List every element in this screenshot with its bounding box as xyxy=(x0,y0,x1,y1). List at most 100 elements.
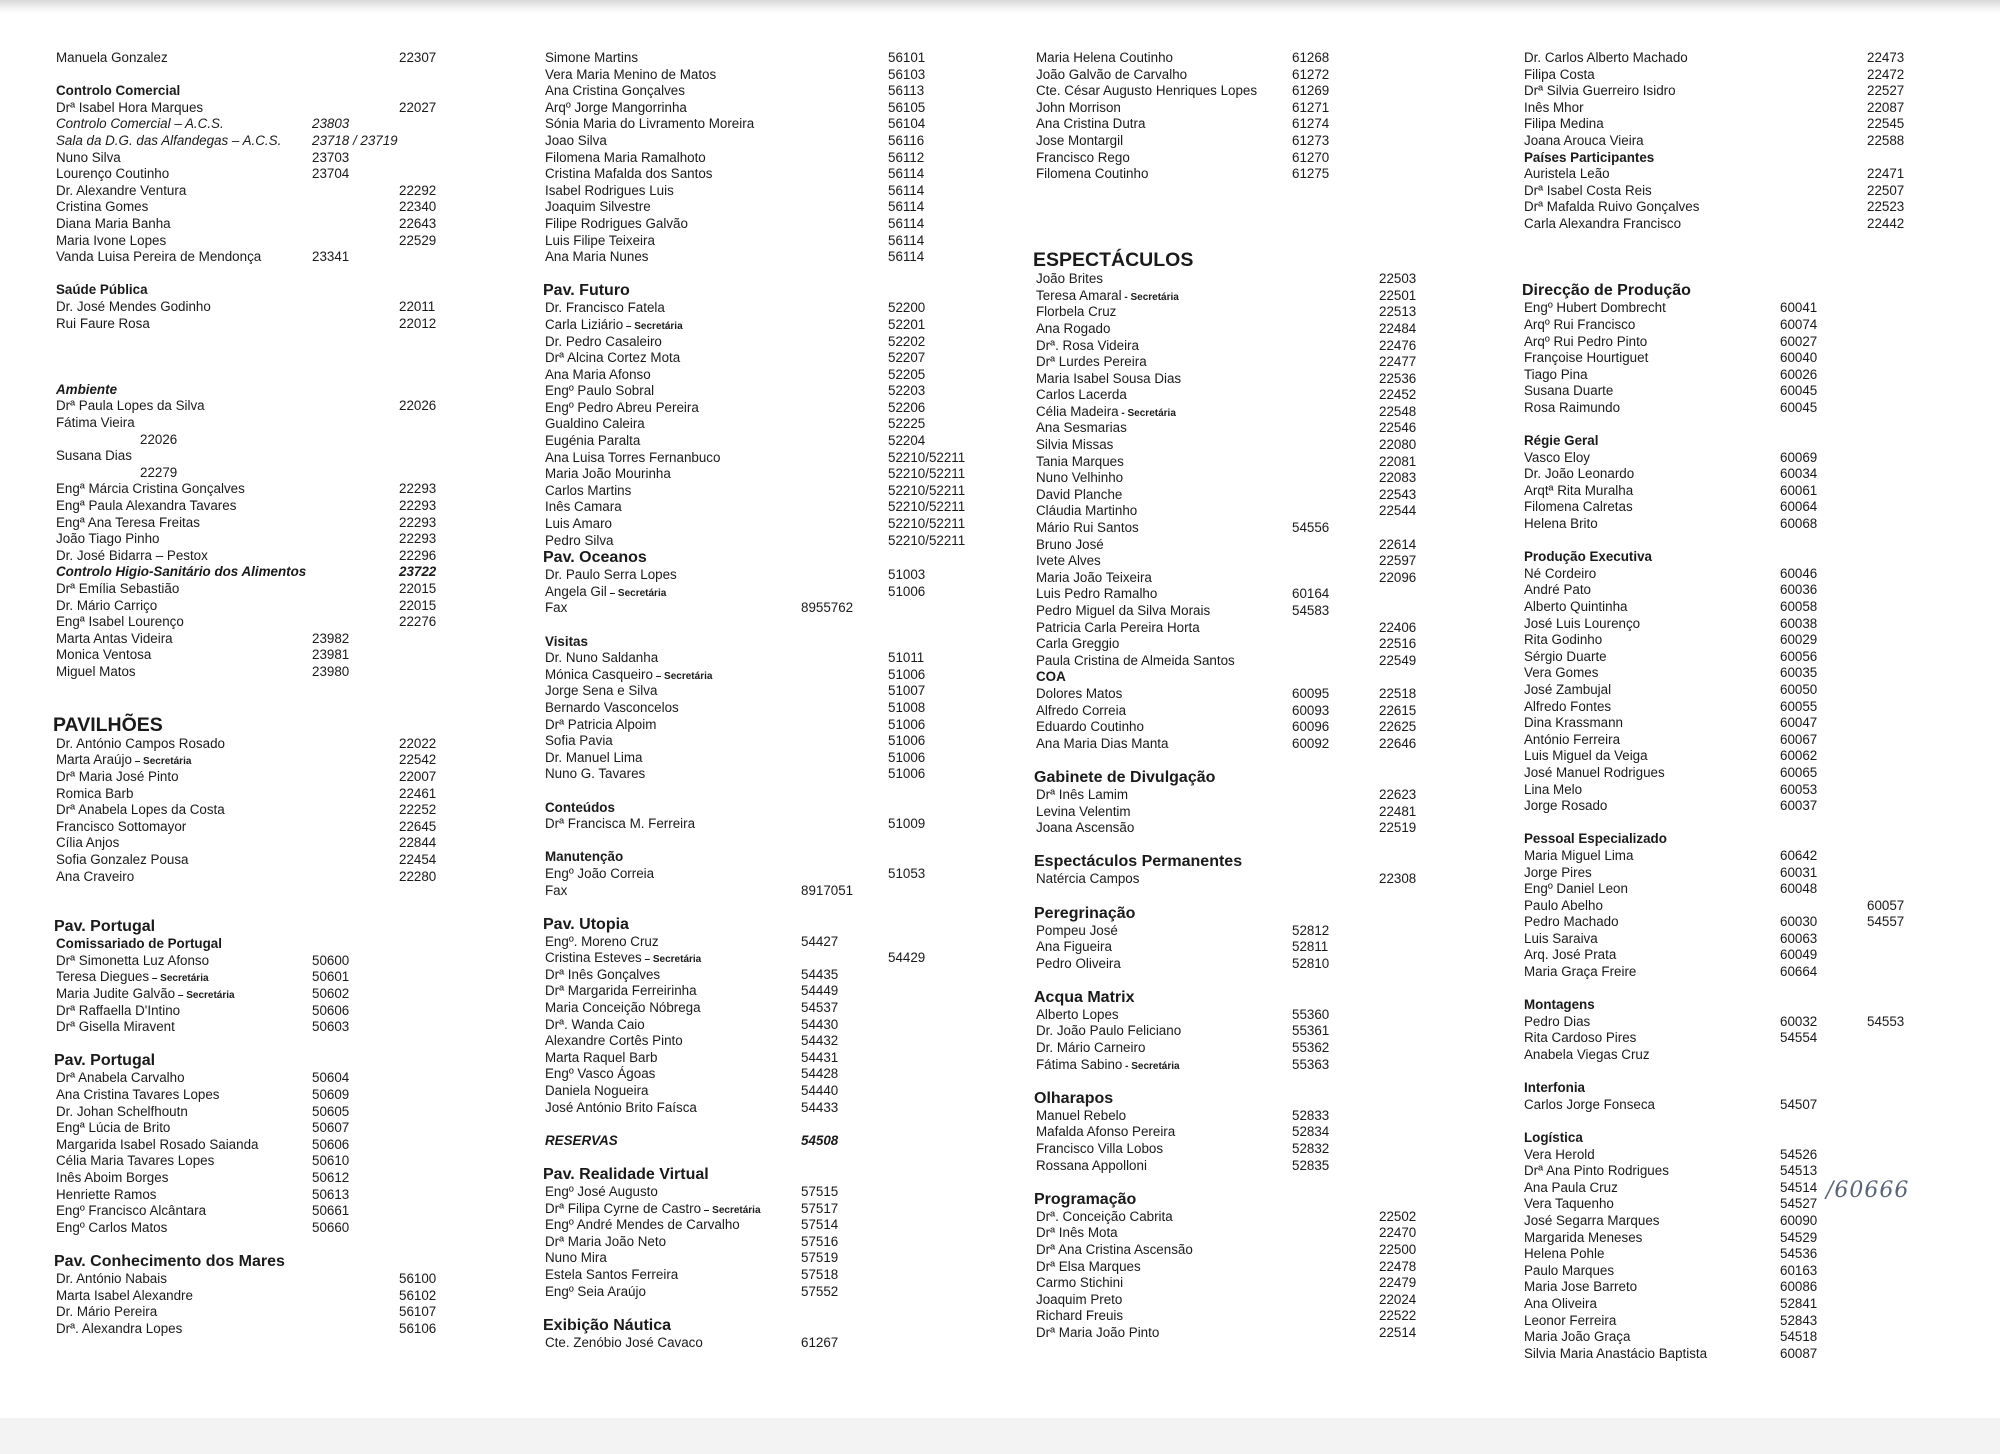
entry-name: Manuel Rebelo xyxy=(1036,1108,1126,1125)
phone-extension: 22296 xyxy=(399,547,437,563)
phone-extension: 22026 xyxy=(399,398,437,414)
directory-entry: Dr. José Mendes Godinho 22011 xyxy=(56,299,526,316)
phone-extension: 22503 xyxy=(1379,271,1417,287)
name-text: Vasco Eloy xyxy=(1524,449,1590,465)
name-text: Pav. Conhecimento dos Mares xyxy=(54,1252,285,1270)
extension-number: 61268 xyxy=(1292,50,1330,65)
name-text: Joaquim Preto xyxy=(1036,1291,1123,1307)
heading-text: Pav. Conhecimento dos Mares xyxy=(54,1253,285,1271)
entry-name: Ana Cristina Tavares Lopes xyxy=(56,1087,220,1104)
name-text: Acqua Matrix xyxy=(1034,988,1135,1006)
directory-entry: Manuela Gonzalez 22307 xyxy=(56,50,526,67)
heading-text: Manutenção xyxy=(545,849,623,866)
entry-name: Controlo Higio-Sanitário dos Alimentos xyxy=(56,564,306,581)
spacer xyxy=(545,266,1015,283)
name-text: Pedro Miguel da Silva Morais xyxy=(1036,603,1211,618)
name-text: Carlos Jorge Fonseca xyxy=(1524,1096,1655,1112)
name-text: Drª. Wanda Caio xyxy=(545,1016,645,1032)
directory-entry: Drª Simonetta Luz Afonso 50600 xyxy=(56,953,526,970)
directory-entry: Dr. António Campos Rosado 22022 xyxy=(56,736,526,753)
section-heading: ESPECTÁCULOS xyxy=(1033,249,1506,271)
phone-extension: 56114 xyxy=(888,166,925,182)
entry-name: Dr. Alexandre Ventura xyxy=(56,183,186,200)
spacer xyxy=(1036,1174,1506,1191)
entry-name: Dr. José Mendes Godinho xyxy=(56,299,211,316)
name-text: Arqº Jorge Mangorrinha xyxy=(545,99,687,115)
name-text: Dr. Mário Carriço xyxy=(56,597,158,613)
name-text: Pav. Realidade Virtual xyxy=(543,1166,709,1183)
extension-number: 54431 xyxy=(801,1049,839,1065)
directory-entry: Ana Oliveira 52841 xyxy=(1524,1296,1994,1313)
phone-extension: 51006 xyxy=(888,733,926,749)
name-text: Jorge Sena e Silva xyxy=(545,683,658,699)
directory-entry: Carlos Jorge Fonseca 54507 xyxy=(1524,1097,1994,1114)
extension-number: 50609 xyxy=(312,1087,350,1103)
entry-name: Maria João Mourinha xyxy=(545,466,671,483)
name-text: Engº Daniel Leon xyxy=(1524,881,1628,897)
entry-name: Pedro Silva xyxy=(545,533,613,550)
name-text: Isabel Rodrigues Luis xyxy=(545,182,674,198)
directory-entry: Rossana Appolloni 52835 xyxy=(1036,1158,1506,1175)
entry-name: David Planche xyxy=(1036,487,1122,504)
phone-extension: 52202 xyxy=(888,333,926,349)
directory-entry: Maria Jose Barreto 60086 xyxy=(1524,1279,1994,1296)
entry-name: José Zambujal xyxy=(1524,682,1611,699)
name-text: Gualdino Caleira xyxy=(545,416,645,432)
directory-entry: Cte. César Augusto Henriques Lopes 61269 xyxy=(1036,83,1506,100)
directory-entry: Carla Greggio 22516 xyxy=(1036,636,1506,653)
phone-extension: 22507 xyxy=(1867,182,1905,198)
phone-extension: 22549 xyxy=(1379,652,1417,668)
phone-extension: 52210/52211 xyxy=(888,532,966,548)
section-heading: Pav. Utopia xyxy=(543,916,1015,934)
section-heading: Ambiente xyxy=(56,382,526,399)
entry-name: Joana Arouca Vieira xyxy=(1524,133,1644,150)
spacer xyxy=(1524,266,1994,283)
extension-number: 60034 xyxy=(1780,466,1818,482)
name-text: Né Cordeiro xyxy=(1524,565,1597,581)
phone-extension: 51003 xyxy=(888,567,926,583)
name-text: Engª Márcia Cristina Gonçalves xyxy=(56,481,245,497)
phone-extension: 56116 xyxy=(888,132,925,148)
name-text: Direcção de Produção xyxy=(1522,282,1691,300)
heading-text: ESPECTÁCULOS xyxy=(1033,249,1193,271)
extension-number: 60163 xyxy=(1780,1262,1818,1278)
phone-extension: 22293 xyxy=(399,531,437,547)
entry-name: Leonor Ferreira xyxy=(1524,1313,1616,1330)
entry-name: Drª Francisca M. Ferreira xyxy=(545,816,695,833)
name-text: Pav. Portugal xyxy=(54,1052,156,1070)
extension-number: 50660 xyxy=(312,1219,350,1235)
phone-extension: 22545 xyxy=(1867,116,1905,132)
directory-entry: Drª Inês Lamim 22623 xyxy=(1036,787,1506,804)
extension-number: 60064 xyxy=(1780,499,1818,515)
entry-name: Luis Saraiva xyxy=(1524,931,1598,948)
name-text: Drª Simonetta Luz Afonso xyxy=(56,952,210,968)
directory-entry: Engº Seia Araújo 57552 xyxy=(545,1284,1015,1301)
spacer xyxy=(56,885,526,902)
directory-entry: Bruno José 22614 xyxy=(1036,537,1506,554)
entry-name: Fax xyxy=(545,883,567,900)
entry-name: Silvia Missas xyxy=(1036,437,1113,454)
extension-number: 61267 xyxy=(801,1334,839,1350)
phone-extension: 22844 xyxy=(399,835,437,851)
entry-name: Gualdino Caleira xyxy=(545,416,645,433)
extension-number: 8917051 xyxy=(801,882,854,898)
directory-entry: Patricia Carla Pereira Horta 22406 xyxy=(1036,620,1506,637)
entry-name: Drª Elsa Marques xyxy=(1036,1259,1141,1276)
name-text: Dr. Alexandre Ventura xyxy=(56,182,187,198)
name-text: Drª Patricia Alpoim xyxy=(545,716,657,732)
directory-entry: Ana Rogado 22484 xyxy=(1036,321,1506,338)
directory-column-3: Maria Helena Coutinho 61268 João Galvão de… xyxy=(1033,50,1506,1342)
name-text: Carlos Martins xyxy=(545,482,632,498)
entry-name: Engª Lúcia de Brito xyxy=(56,1120,170,1137)
extension-number: 54427 xyxy=(801,933,839,949)
name-text: Carla Greggio xyxy=(1036,636,1120,652)
phone-extension: 56100 xyxy=(399,1270,437,1286)
name-text: Pompeu José xyxy=(1036,922,1118,938)
section-heading: Países Participantes xyxy=(1524,150,1994,167)
name-text: Dr. Mário Pereira xyxy=(56,1304,158,1320)
name-text: Drª Francisca M. Ferreira xyxy=(545,816,696,832)
directory-entry: Drª Mafalda Ruivo Gonçalves 22523 xyxy=(1524,199,1994,216)
name-text: Auristela Leão xyxy=(1524,166,1610,182)
phone-extension: 22011 xyxy=(399,298,436,314)
phone-extension: 56114 xyxy=(888,199,925,215)
